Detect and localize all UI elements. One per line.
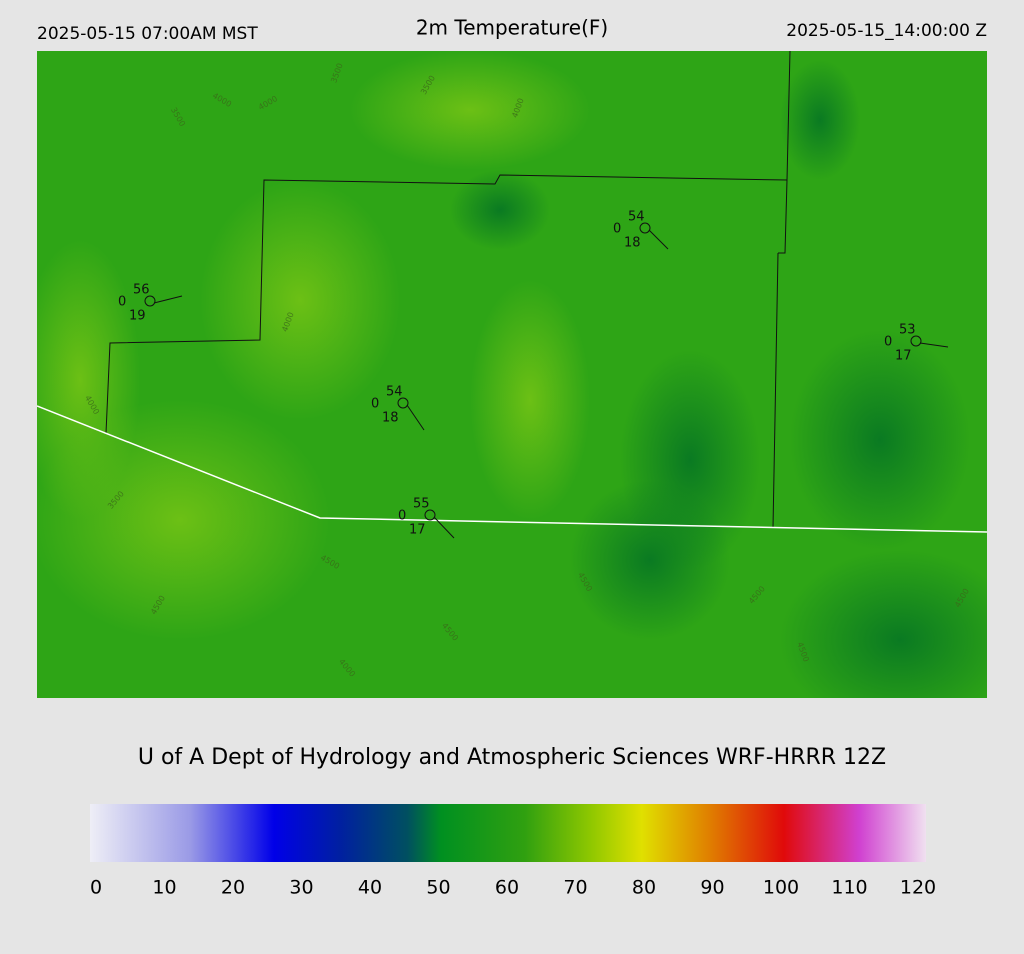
colorbar-tick-label: 120 [900,877,936,899]
wind-barb [406,404,425,431]
station-circle [144,295,156,307]
colorbar-tick-label: 70 [563,877,587,899]
station-circle [397,397,409,409]
station-dewpoint: 17 [895,349,912,364]
map-title: 2m Temperature(F) [416,16,608,40]
wind-barb [433,516,455,539]
colorbar-tick-label: 100 [763,877,799,899]
colorbar-tick-label: 30 [289,877,313,899]
colorbar-tick-label: 50 [426,877,450,899]
colorbar-tick-label: 110 [831,877,867,899]
station-dewpoint: 17 [409,523,426,538]
station-dewpoint: 19 [129,309,146,324]
station-dewpoint: 18 [382,411,399,426]
station-temperature: 54 [628,210,645,225]
station-center: 0 [613,222,621,237]
station-temperature: 53 [899,323,916,338]
colorbar-tick-label: 60 [495,877,519,899]
station-temperature: 55 [413,497,430,512]
station-circle [910,335,922,347]
colorbar-tick-label: 20 [221,877,245,899]
wind-barb [153,295,183,304]
wind-barb [648,229,669,250]
valid-time-local: 2025-05-15 07:00AM MST [37,24,258,44]
colorbar-tick-label: 10 [152,877,176,899]
valid-time-utc: 2025-05-15_14:00:00 Z [786,21,987,41]
colorbar-ticks: 0 10 20 30 40 50 60 70 80 90 100 110 120 [90,877,936,899]
station-circle [424,509,436,521]
station-center: 0 [398,509,406,524]
colorbar-tick-label: 80 [632,877,656,899]
colorbar-tick-label: 0 [90,877,102,899]
station-temperature: 56 [133,283,150,298]
station-center: 0 [118,295,126,310]
station-center: 0 [884,335,892,350]
colorbar-tick-label: 90 [700,877,724,899]
station-dewpoint: 18 [624,236,641,251]
station-center: 0 [371,397,379,412]
colorbar [90,804,926,862]
station-circle [639,222,651,234]
colorbar-tick-label: 40 [358,877,382,899]
map: 4000 400035003500350040004000400035004500… [37,51,987,698]
wind-barb [919,342,949,348]
station-temperature: 54 [386,385,403,400]
footer-credit: U of A Dept of Hydrology and Atmospheric… [138,745,886,770]
